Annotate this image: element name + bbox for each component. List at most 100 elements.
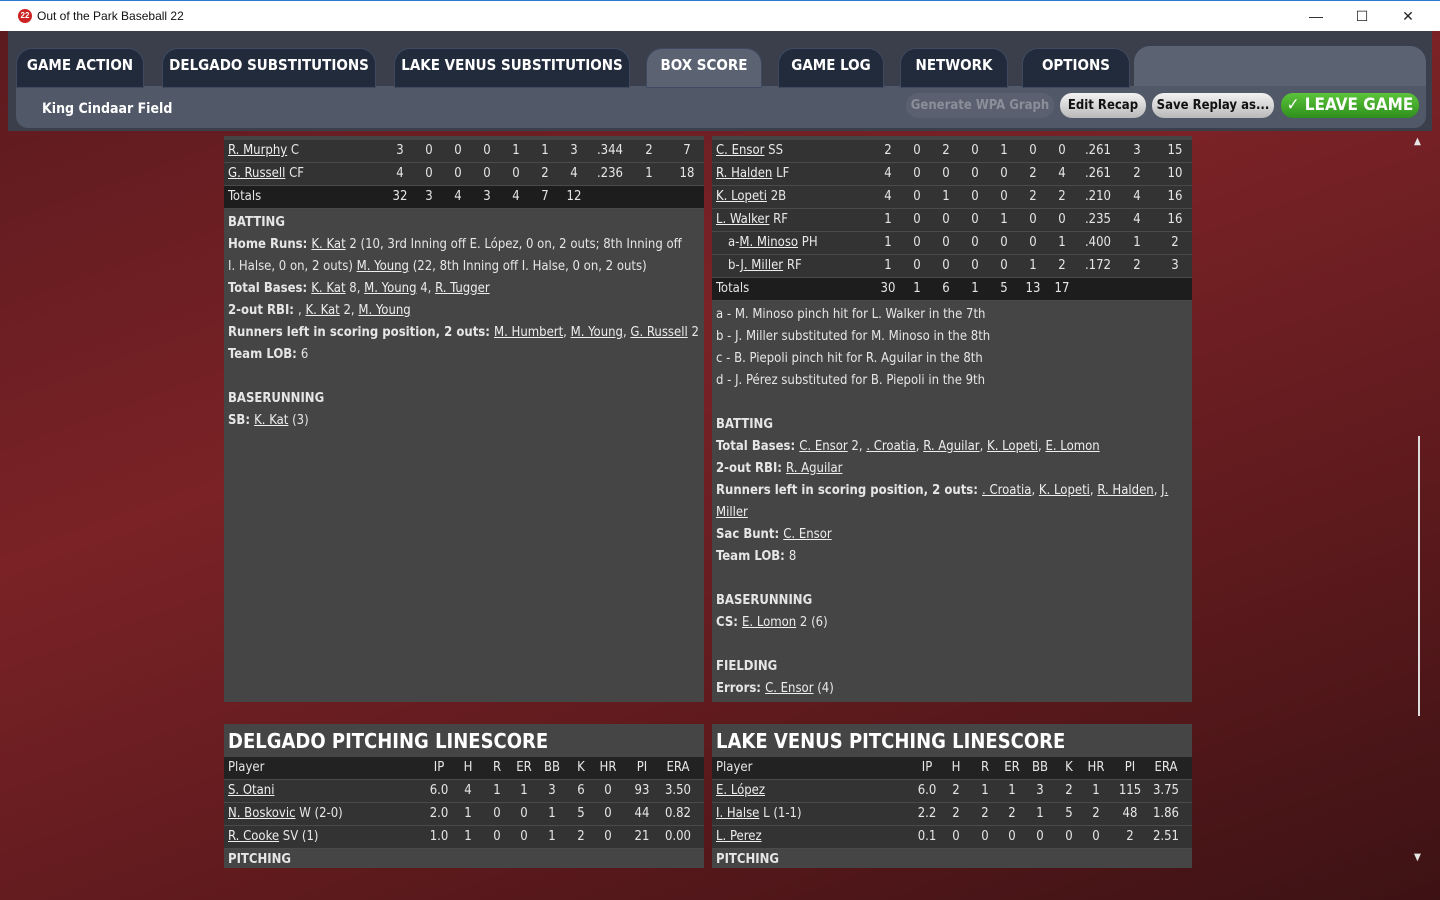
player-link[interactable]: E. Lomon — [742, 615, 797, 630]
minimize-icon[interactable]: — — [1309, 8, 1323, 24]
player-link[interactable]: G. Russell — [228, 166, 286, 181]
player-link[interactable]: M. Young — [356, 259, 409, 274]
stat-cell: 4 — [1133, 212, 1141, 227]
tab-delgado-substitutions[interactable]: DELGADO SUBSTITUTIONS — [162, 48, 376, 88]
note-line: BASERUNNING — [228, 388, 700, 410]
stat-cell: 1.0 — [429, 829, 449, 844]
pitcher-link[interactable]: R. Cooke — [228, 829, 280, 844]
note-label: Runners left in scoring position, 2 outs… — [228, 325, 495, 340]
total-cell: 3 — [425, 189, 433, 204]
note-text: , — [622, 325, 631, 340]
player-link[interactable]: R. Murphy — [228, 143, 288, 158]
stat-cell: 1 — [493, 783, 501, 798]
player-link[interactable]: K. Kat — [311, 237, 346, 252]
player-link[interactable]: Miller — [716, 505, 748, 520]
player-link[interactable]: L. Walker — [716, 212, 770, 227]
pitcher-link[interactable]: S. Otani — [228, 783, 275, 798]
app-logo: 22 — [18, 9, 32, 23]
player-cell: L. Walker RF — [716, 209, 788, 231]
player-link[interactable]: M. Minoso — [739, 235, 799, 250]
pitcher-row: E. López 6.0 2 1 1 3 2 1 115 3.75 — [712, 780, 1192, 803]
player-link[interactable]: M. Young — [358, 303, 411, 318]
tab-game-action[interactable]: GAME ACTION — [16, 48, 144, 88]
tab-lake-venus-substitutions[interactable]: LAKE VENUS SUBSTITUTIONS — [394, 48, 630, 88]
note-line: FIELDING — [716, 656, 1188, 678]
pitcher-link[interactable]: I. Halse — [716, 806, 760, 821]
note-text: c - B. Piepoli pinch hit for R. Aguilar … — [716, 351, 983, 366]
pitcher-cell: E. López — [716, 780, 765, 802]
player-link[interactable]: K. Kat — [305, 303, 340, 318]
player-link[interactable]: C. Ensor — [799, 439, 848, 454]
edit-recap-button[interactable]: Edit Recap — [1060, 93, 1146, 118]
player-link[interactable]: K. Kat — [254, 413, 289, 428]
player-link[interactable]: R. Aguilar — [923, 439, 980, 454]
tab-options[interactable]: OPTIONS — [1022, 48, 1130, 88]
player-link[interactable]: G. Russell — [630, 325, 688, 340]
scroll-down-icon[interactable]: ▼ — [1414, 852, 1421, 863]
generate-wpa-button[interactable]: Generate WPA Graph — [906, 93, 1054, 118]
player-link[interactable]: M. Young — [364, 281, 417, 296]
pitcher-link[interactable]: E. López — [716, 783, 766, 798]
note-label: Team LOB: — [228, 347, 301, 362]
stat-cell: 0 — [1058, 212, 1066, 227]
player-position: C — [290, 143, 300, 158]
stat-cell: 2 — [577, 829, 585, 844]
stat-cell: 0 — [913, 143, 921, 158]
stat-cell: 1 — [464, 806, 472, 821]
scrollbar-thumb[interactable] — [1418, 436, 1420, 716]
stat-cell: 0 — [913, 258, 921, 273]
stat-cell: 2 — [1065, 783, 1073, 798]
scroll-up-icon[interactable]: ▲ — [1414, 136, 1421, 147]
note-text: b - J. Miller substituted for M. Minoso … — [716, 329, 991, 344]
player-link[interactable]: K. Lopeti — [987, 439, 1039, 454]
player-link[interactable]: R. Halden — [1097, 483, 1154, 498]
player-link[interactable]: . Croatia — [866, 439, 916, 454]
player-link[interactable]: C. Ensor — [716, 143, 765, 158]
player-link[interactable]: K. Lopeti — [716, 189, 767, 204]
column-header: ER — [1004, 760, 1020, 775]
note-label: BATTING — [716, 417, 773, 432]
pitcher-link[interactable]: L. Perez — [716, 829, 762, 844]
table-row: K. Lopeti 2B 4 0 1 0 0 2 2 .210 4 16 — [712, 186, 1192, 209]
tab-box-score[interactable]: BOX SCORE — [646, 48, 762, 88]
stat-cell: 0 — [1029, 143, 1037, 158]
stat-cell: 0 — [604, 783, 612, 798]
pitcher-link[interactable]: N. Boskovic — [228, 806, 296, 821]
stat-cell: 5 — [1065, 806, 1073, 821]
column-header: HR — [1087, 760, 1105, 775]
tab-network[interactable]: NETWORK — [900, 48, 1008, 88]
total-cell: 7 — [541, 189, 549, 204]
stat-cell: 3 — [1171, 258, 1179, 273]
tab-game-log[interactable]: GAME LOG — [778, 48, 884, 88]
player-link[interactable]: R. Halden — [716, 166, 773, 181]
total-cell: 32 — [392, 189, 408, 204]
close-icon[interactable]: ✕ — [1402, 8, 1414, 24]
player-link[interactable]: C. Ensor — [783, 527, 832, 542]
total-cell: 6 — [942, 281, 950, 296]
player-link[interactable]: M. Young — [570, 325, 623, 340]
note-text: 8, — [345, 281, 365, 296]
player-link[interactable]: K. Kat — [311, 281, 346, 296]
player-link[interactable]: K. Lopeti — [1038, 483, 1090, 498]
player-link[interactable]: R. Aguilar — [786, 461, 843, 476]
player-position: 2B — [770, 189, 787, 204]
save-replay-button[interactable]: Save Replay as... — [1152, 93, 1274, 118]
scrollbar[interactable]: ▲ ▼ — [1412, 136, 1426, 866]
player-position: PH — [801, 235, 818, 250]
maximize-icon[interactable]: ☐ — [1355, 8, 1369, 24]
stat-cell: 4 — [1133, 189, 1141, 204]
player-cell: G. Russell CF — [228, 163, 304, 185]
player-link[interactable]: R. Tugger — [435, 281, 490, 296]
player-link[interactable]: M. Humbert — [494, 325, 564, 340]
leave-game-button[interactable]: ✓ LEAVE GAME — [1281, 93, 1419, 118]
totals-label: Totals — [716, 281, 750, 296]
player-link[interactable]: E. Lomon — [1045, 439, 1100, 454]
pitcher-cell: I. Halse L (1-1) — [716, 803, 802, 825]
player-link[interactable]: J. — [1161, 483, 1169, 498]
player-link[interactable]: C. Ensor — [765, 681, 814, 696]
player-link[interactable]: J. Miller — [740, 258, 784, 273]
stat-cell: 0 — [1036, 829, 1044, 844]
player-link[interactable]: . Croatia — [982, 483, 1032, 498]
stat-cell: .172 — [1084, 258, 1112, 273]
stat-cell: .400 — [1084, 235, 1112, 250]
